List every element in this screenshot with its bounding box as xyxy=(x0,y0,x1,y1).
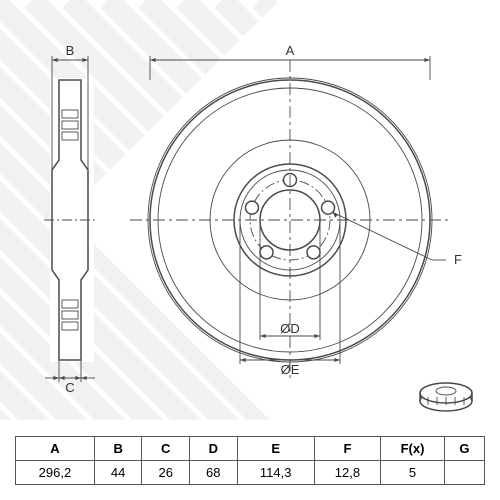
col-value: 26 xyxy=(142,461,190,485)
col-value: 68 xyxy=(190,461,238,485)
svg-text:C: C xyxy=(65,380,74,395)
col-value: 44 xyxy=(94,461,142,485)
svg-text:ØE: ØE xyxy=(281,362,300,377)
col-header: C xyxy=(142,437,190,461)
col-value: 114,3 xyxy=(237,461,314,485)
col-header: E xyxy=(237,437,314,461)
col-header: A xyxy=(16,437,95,461)
col-value xyxy=(444,461,484,485)
technical-drawing: A B C ØD ØE F xyxy=(0,0,500,420)
svg-text:ØD: ØD xyxy=(280,321,300,336)
col-value: 5 xyxy=(381,461,445,485)
col-header: F(x) xyxy=(381,437,445,461)
dimension-table: ABCDEFF(x)G 296,2442668114,312,85 xyxy=(15,436,485,485)
col-header: F xyxy=(314,437,380,461)
svg-text:F: F xyxy=(454,252,462,267)
svg-text:B: B xyxy=(66,43,75,58)
col-header: D xyxy=(190,437,238,461)
col-value: 296,2 xyxy=(16,461,95,485)
col-header: B xyxy=(94,437,142,461)
col-header: G xyxy=(444,437,484,461)
svg-text:A: A xyxy=(286,43,295,58)
col-value: 12,8 xyxy=(314,461,380,485)
